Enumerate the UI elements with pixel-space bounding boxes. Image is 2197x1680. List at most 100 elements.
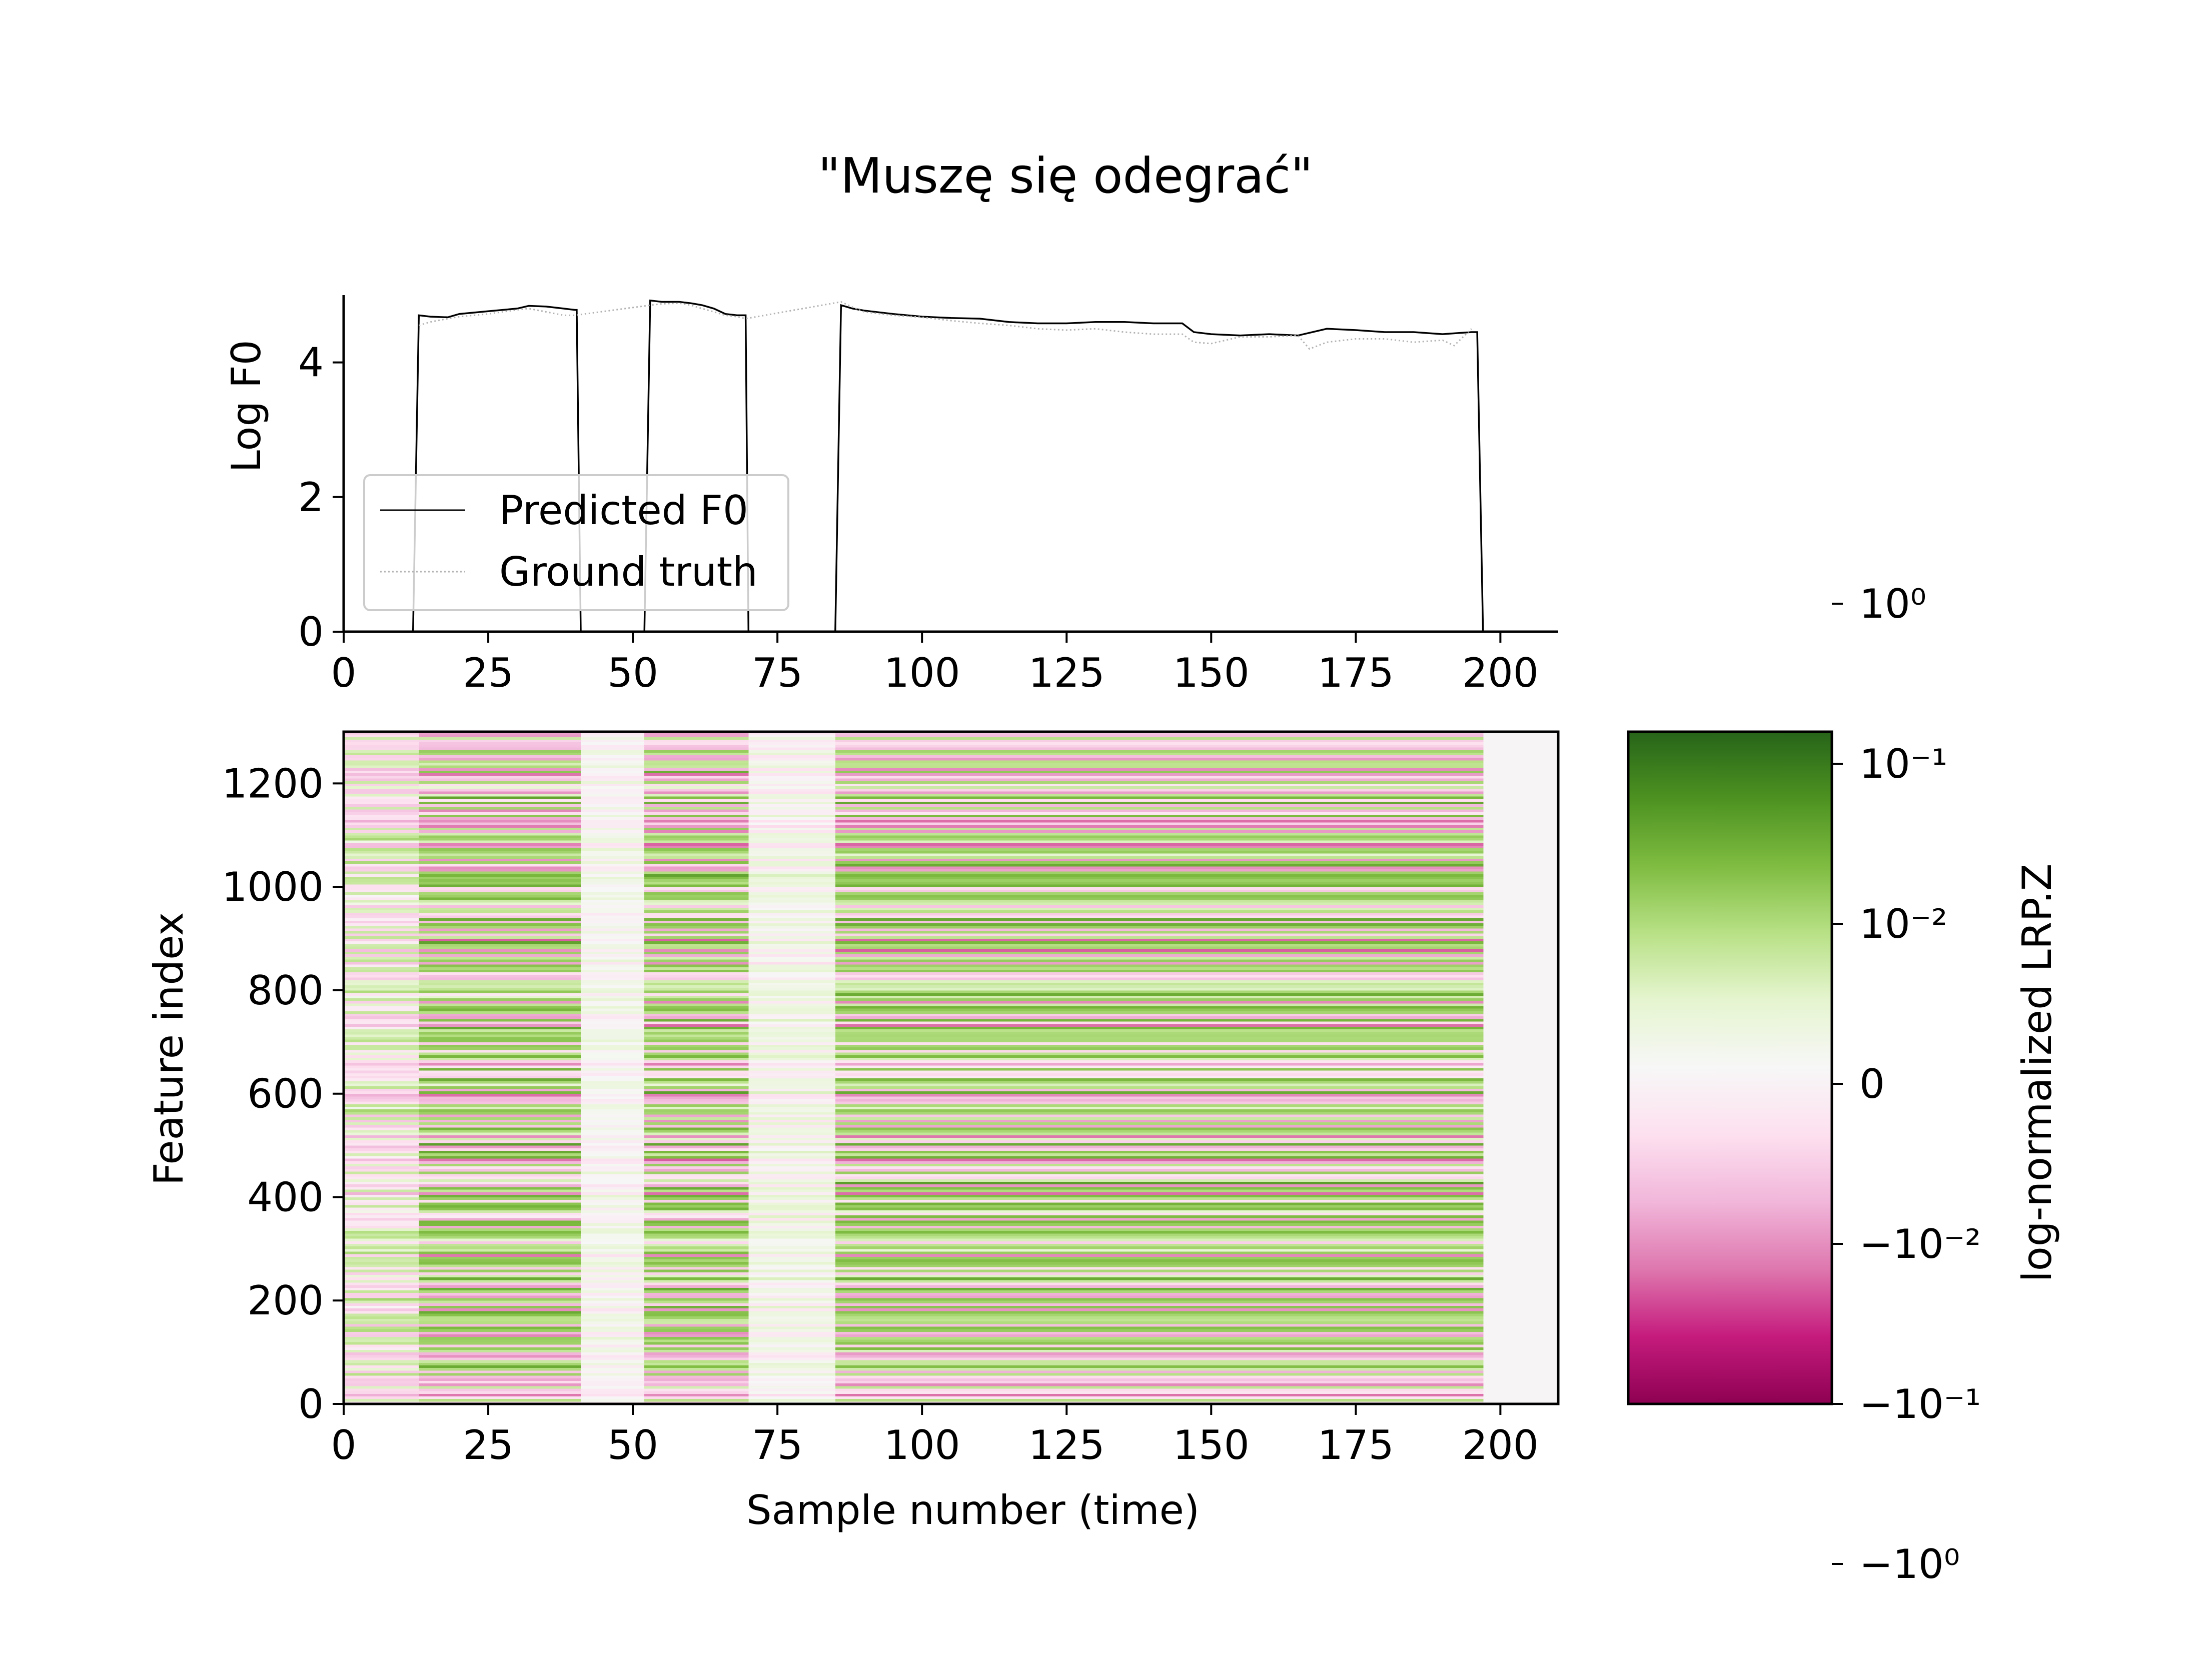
heatmap-cell	[581, 814, 645, 818]
heatmap-cell	[419, 923, 581, 926]
heatmap-cell	[419, 1021, 581, 1024]
heatmap-cell	[419, 775, 581, 779]
heatmap-cell	[748, 1282, 836, 1285]
heatmap-cell	[419, 928, 581, 931]
heatmap-cell	[581, 1318, 645, 1322]
heatmap-cell	[748, 1021, 836, 1024]
heatmap-cells	[344, 732, 1558, 1404]
heatmap-cell	[581, 1083, 645, 1086]
heatmap-cell	[748, 1300, 836, 1303]
heatmap-cell	[581, 1259, 645, 1262]
heatmap-cell	[835, 974, 1484, 978]
heatmap-cell	[344, 943, 419, 947]
heatmap-cell	[419, 827, 581, 830]
heatmap-cell	[644, 1352, 749, 1355]
heatmap-cell	[644, 1303, 749, 1306]
heatmap-cell	[344, 1091, 419, 1094]
heatmap-cell	[835, 752, 1484, 756]
heatmap-cell	[644, 1117, 749, 1120]
heatmap-cell	[644, 900, 749, 903]
heatmap-cell	[344, 1300, 419, 1303]
heatmap-cell	[581, 931, 645, 934]
heatmap-cell	[835, 1186, 1484, 1190]
heatmap-cell	[581, 894, 645, 898]
heatmap-cell	[748, 1153, 836, 1156]
heatmap-cell	[835, 814, 1484, 818]
heatmap-cell	[344, 1057, 419, 1060]
heatmap-cell	[344, 1049, 419, 1053]
heatmap-cell	[581, 1127, 645, 1130]
series-line-ground-truth	[418, 301, 1472, 350]
heatmap-cell	[344, 1181, 419, 1185]
heatmap-cell	[835, 1323, 1484, 1327]
heatmap-cell	[835, 1339, 1484, 1342]
heatmap-cell	[644, 806, 749, 810]
heatmap-cell	[748, 912, 836, 916]
heatmap-cell	[748, 835, 836, 838]
heatmap-cell	[344, 871, 419, 874]
heatmap-cell	[748, 1329, 836, 1332]
heatmap-cell	[419, 998, 581, 1001]
heatmap-cell	[419, 1013, 581, 1017]
heatmap-cell	[581, 868, 645, 872]
heatmap-cell	[581, 1308, 645, 1311]
heatmap-cell	[419, 1241, 581, 1244]
heatmap-cell	[644, 910, 749, 913]
heatmap-cell	[419, 835, 581, 838]
heatmap-cell	[748, 1130, 836, 1133]
heatmap-cell	[748, 892, 836, 895]
heatmap-cell	[644, 840, 749, 843]
f0-x-tick-label: 200	[1462, 650, 1539, 696]
heatmap-cell	[644, 969, 749, 973]
heatmap-cell	[748, 1344, 836, 1347]
heatmap-cell	[581, 1393, 645, 1396]
heatmap-cell	[644, 876, 749, 880]
heatmap-cell	[419, 897, 581, 900]
heatmap-cell	[344, 1217, 419, 1221]
heatmap-cell	[581, 1197, 645, 1200]
heatmap-cell	[344, 918, 419, 921]
heatmap-cell	[644, 1104, 749, 1107]
heatmap-cell	[419, 1096, 581, 1099]
heatmap-cell	[748, 941, 836, 944]
heatmap-cell	[644, 1096, 749, 1099]
heatmap-cell	[581, 804, 645, 807]
heatmap-cell	[581, 791, 645, 794]
heatmap-cell	[835, 1194, 1484, 1197]
heatmap-cell	[419, 868, 581, 872]
heatmap-cell	[644, 1011, 749, 1014]
heatmap-cell	[644, 1024, 749, 1027]
heatmap-cell	[344, 1083, 419, 1086]
heatmap-cell	[344, 1197, 419, 1200]
heatmap-cell	[835, 1031, 1484, 1035]
heatmap-cell	[581, 915, 645, 918]
heatmap-cell	[344, 1398, 419, 1402]
heatmap-cell	[419, 1217, 581, 1221]
heatmap-cell	[835, 871, 1484, 874]
heatmap-cell	[644, 1119, 749, 1123]
heatmap-cell	[344, 1140, 419, 1143]
heatmap-cell	[644, 967, 749, 970]
heatmap-cell	[581, 1243, 645, 1247]
heatmap-cell	[419, 1352, 581, 1355]
heatmap-cell	[748, 1316, 836, 1319]
heatmap-cell	[644, 799, 749, 802]
heatmap-cell	[748, 1277, 836, 1280]
heatmap-cell	[644, 830, 749, 833]
heatmap-axes: 0 25 50 75 100 125 150 175 200020040060080010001…	[222, 730, 1560, 1468]
heatmap-cell	[835, 1158, 1484, 1161]
heatmap-x-tick-label: 0	[331, 1422, 357, 1468]
heatmap-cell	[644, 1171, 749, 1174]
heatmap-cell	[835, 1130, 1484, 1133]
heatmap-cell	[344, 1352, 419, 1355]
heatmap-cell	[344, 799, 419, 802]
heatmap-cell	[748, 1101, 836, 1104]
heatmap-cell	[748, 1099, 836, 1102]
heatmap-cell	[748, 1093, 836, 1097]
heatmap-cell	[344, 801, 419, 805]
heatmap-cell	[644, 956, 749, 960]
heatmap-cell	[748, 1272, 836, 1275]
heatmap-cell	[835, 775, 1484, 779]
heatmap-cell	[644, 732, 749, 735]
heatmap-cell	[419, 956, 581, 960]
